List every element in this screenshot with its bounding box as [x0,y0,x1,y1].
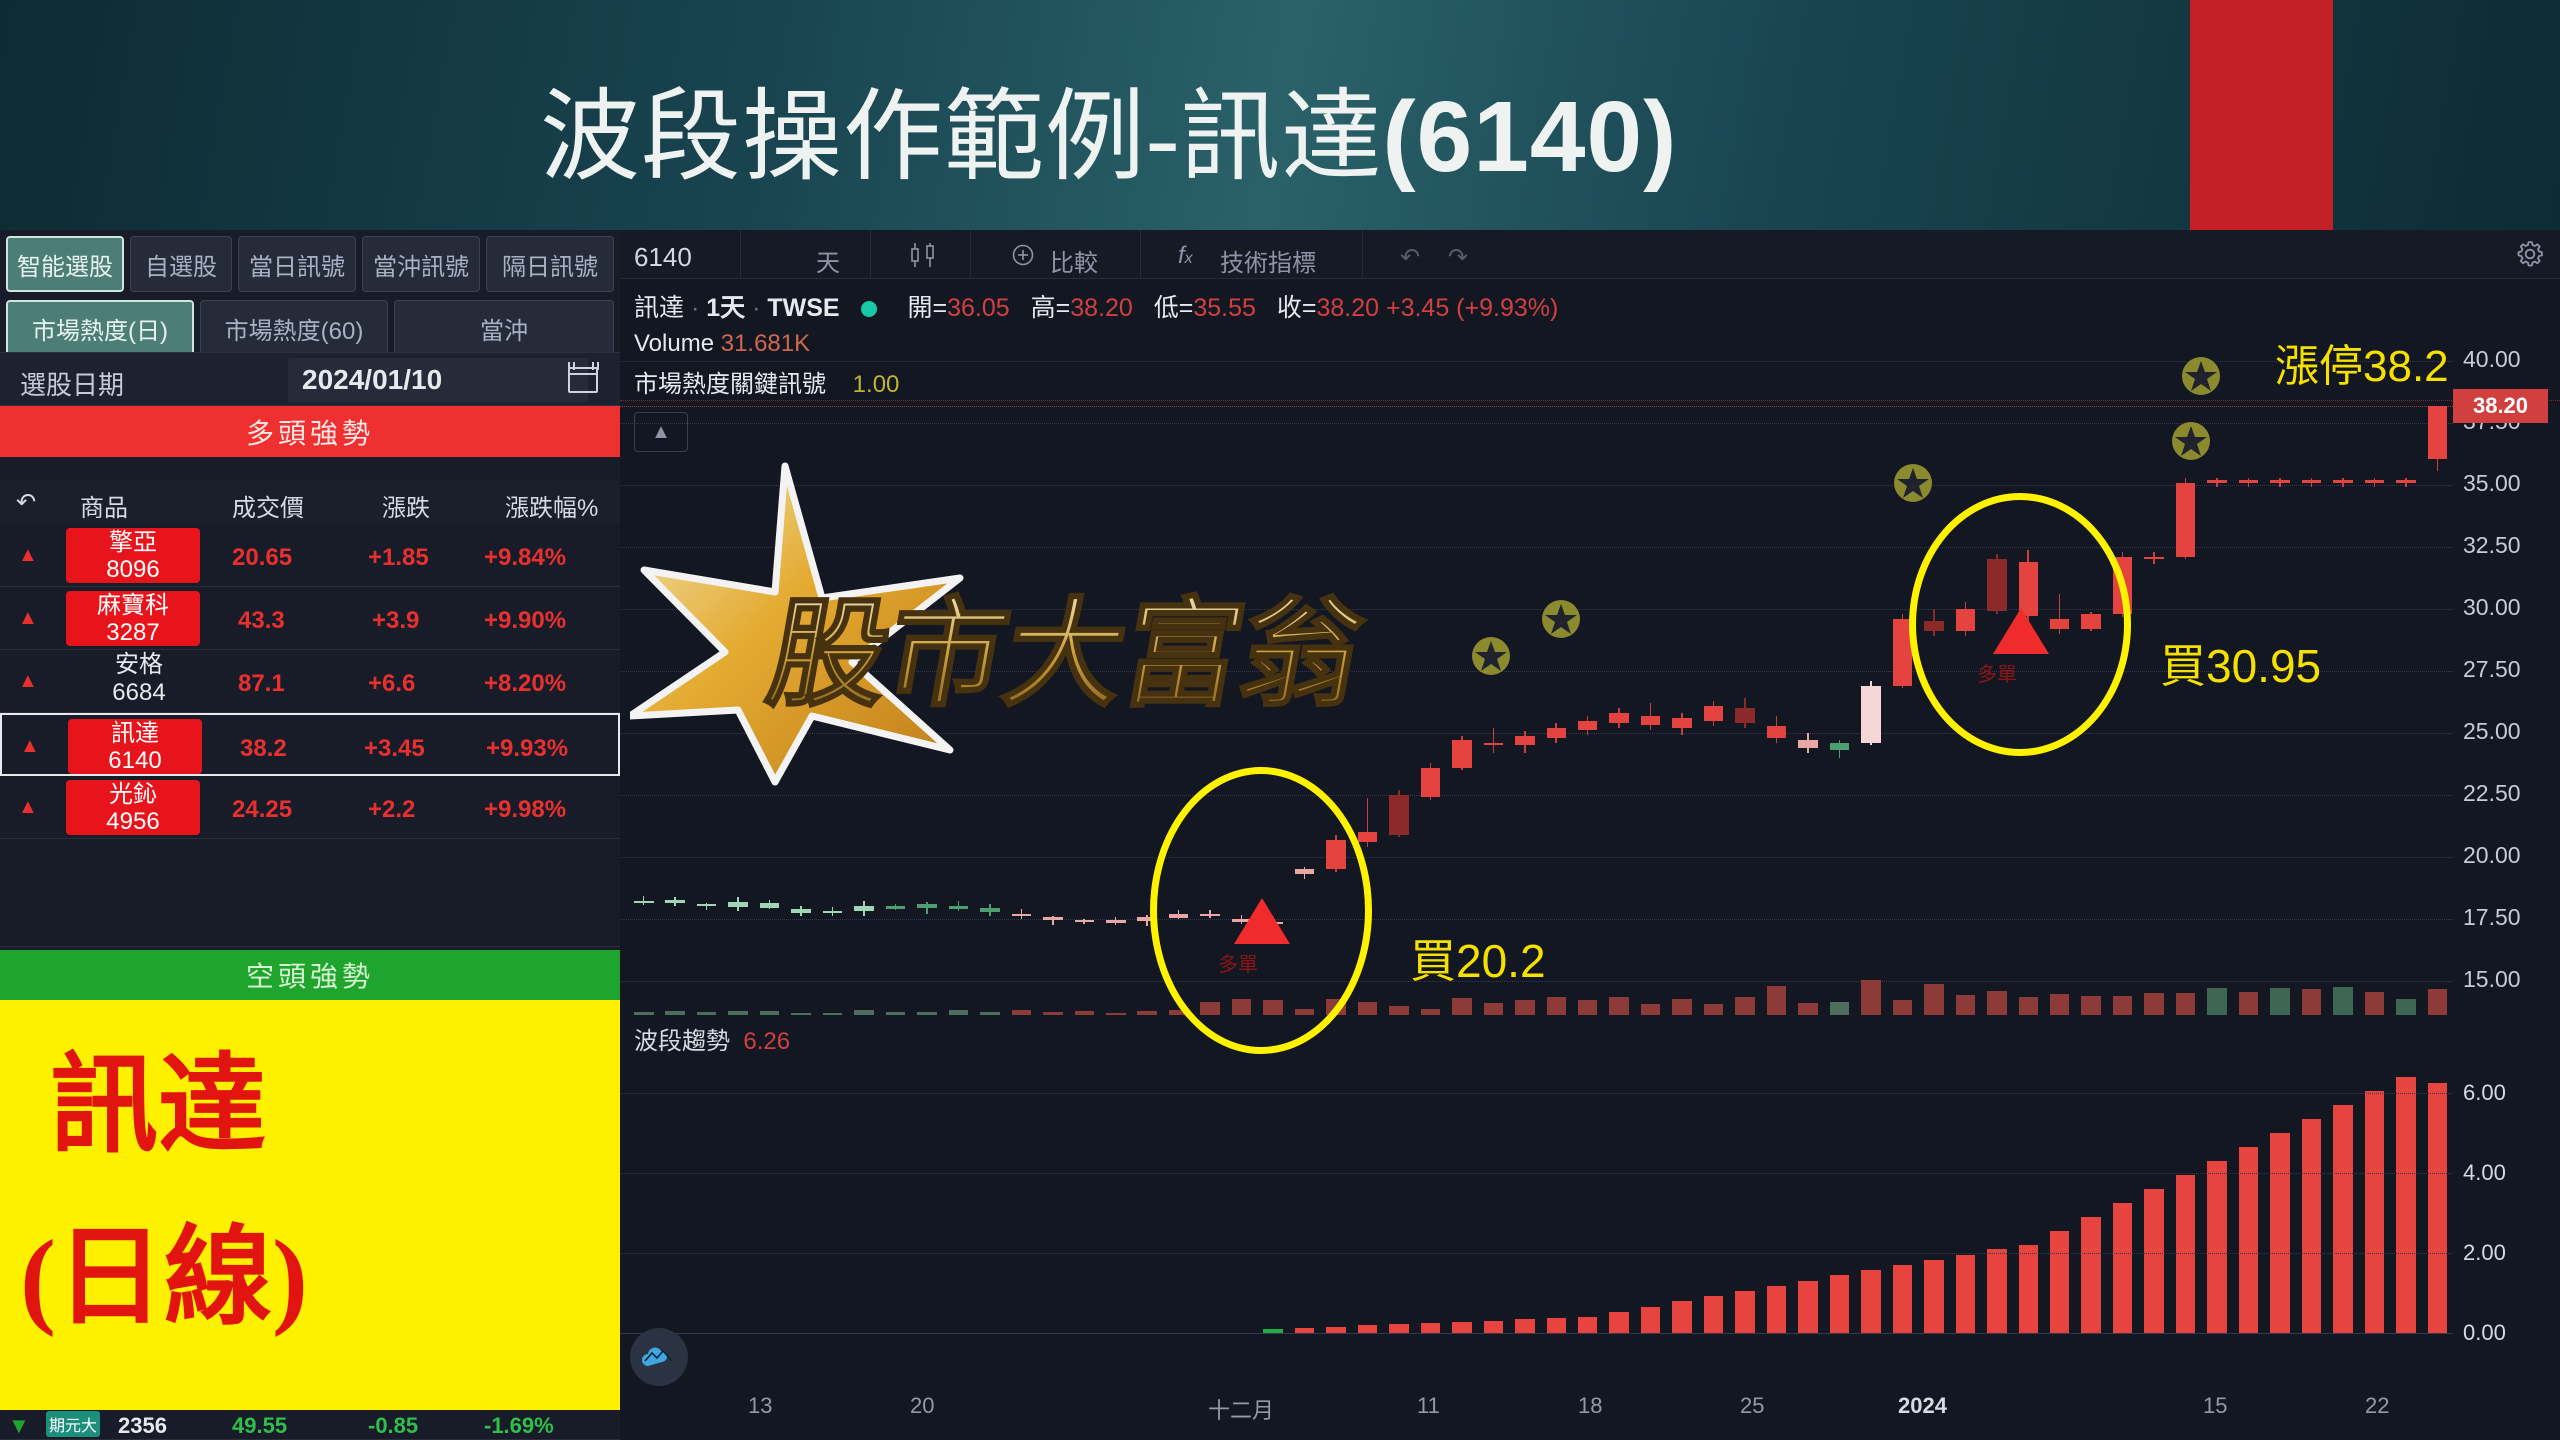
svg-text:股市大富翁: 股市大富翁 [759,589,1372,721]
